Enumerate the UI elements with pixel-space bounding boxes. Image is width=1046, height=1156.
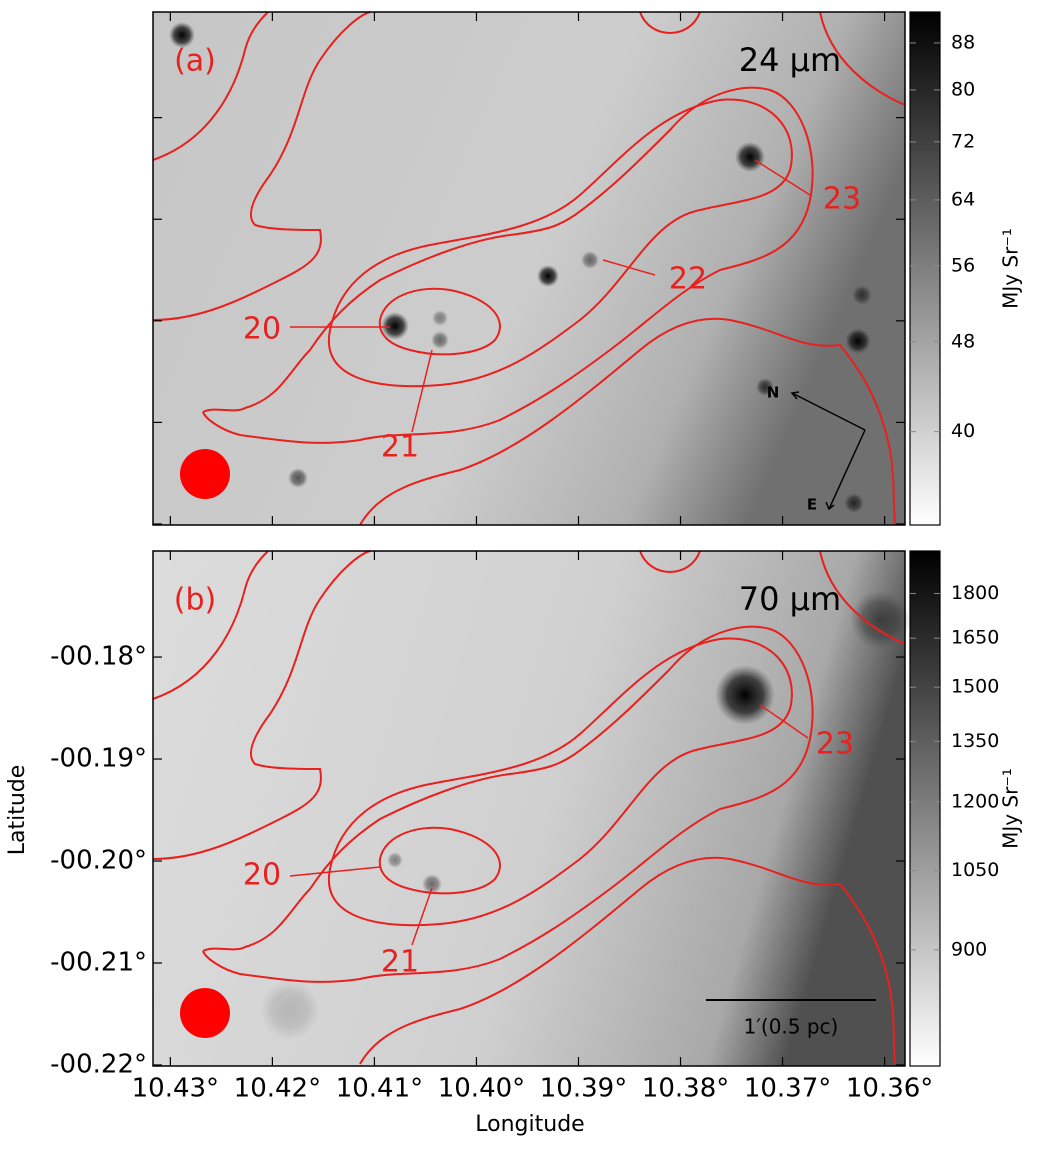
- colorbar-tick-label: 72: [951, 130, 975, 152]
- source-label: 23: [823, 182, 861, 217]
- colorbar-tick-label: 1500: [951, 676, 999, 698]
- colorbar-tick-label: 1800: [951, 582, 999, 604]
- x-tick-label: 10.38°: [642, 1074, 729, 1104]
- source-label: 21: [381, 945, 419, 980]
- colorbar-tick-label: 900: [951, 938, 987, 960]
- panel-label: (a): [174, 44, 216, 79]
- plot-frame: [152, 550, 906, 1067]
- colorbar-tick-label: 40: [951, 420, 975, 442]
- colorbar-tick-label: 64: [951, 188, 975, 210]
- y-tick-label: -00.20°: [50, 846, 147, 876]
- source-label: 20: [243, 312, 281, 347]
- colorbar-tick-label: 80: [951, 78, 975, 100]
- x-axis-label: Longitude: [475, 1112, 584, 1137]
- y-tick-label: -00.21°: [50, 948, 147, 978]
- x-tick-label: 10.39°: [540, 1074, 627, 1104]
- colorbar: [909, 11, 941, 526]
- panel-label: (b): [174, 583, 216, 618]
- compass-north: N: [767, 384, 780, 402]
- colorbar-tick-label: 1050: [951, 859, 999, 881]
- plot-frame: [152, 11, 906, 526]
- x-tick-label: 10.36°: [846, 1074, 933, 1104]
- source-label: 20: [243, 858, 281, 893]
- x-tick-label: 10.41°: [336, 1074, 423, 1104]
- colorbar-tick-label: 1200: [951, 790, 999, 812]
- x-tick-label: 10.40°: [438, 1074, 525, 1104]
- x-tick-label: 10.42°: [234, 1074, 321, 1104]
- colorbar-tick-label: 56: [951, 254, 975, 276]
- panel-title: 70 μm: [739, 580, 841, 618]
- source-label: 23: [816, 727, 854, 762]
- colorbar-tick-label: 48: [951, 330, 975, 352]
- colorbar-tick-label: 1350: [951, 730, 999, 752]
- colorbar: [909, 550, 941, 1067]
- panel-b-image: [152, 550, 910, 1066]
- compass-east: E: [807, 496, 817, 514]
- panel-a-image: [152, 11, 906, 526]
- y-tick-label: -00.22°: [50, 1049, 147, 1079]
- x-tick-label: 10.37°: [744, 1074, 831, 1104]
- colorbar-tick-label: 88: [951, 31, 975, 53]
- source-label: 21: [381, 430, 419, 465]
- colorbar-label: MJy Sr⁻¹: [999, 228, 1023, 309]
- y-tick-label: -00.18°: [50, 642, 147, 672]
- scale-bar-label: 1′(0.5 pc): [744, 1015, 839, 1039]
- colorbar-label: MJy Sr⁻¹: [999, 768, 1023, 849]
- y-axis-label: Latitude: [5, 765, 30, 856]
- y-tick-label: -00.19°: [50, 744, 147, 774]
- x-tick-label: 10.43°: [132, 1074, 219, 1104]
- panel-title: 24 μm: [739, 41, 841, 79]
- colorbar-tick-label: 1650: [951, 627, 999, 649]
- source-label: 22: [669, 262, 707, 297]
